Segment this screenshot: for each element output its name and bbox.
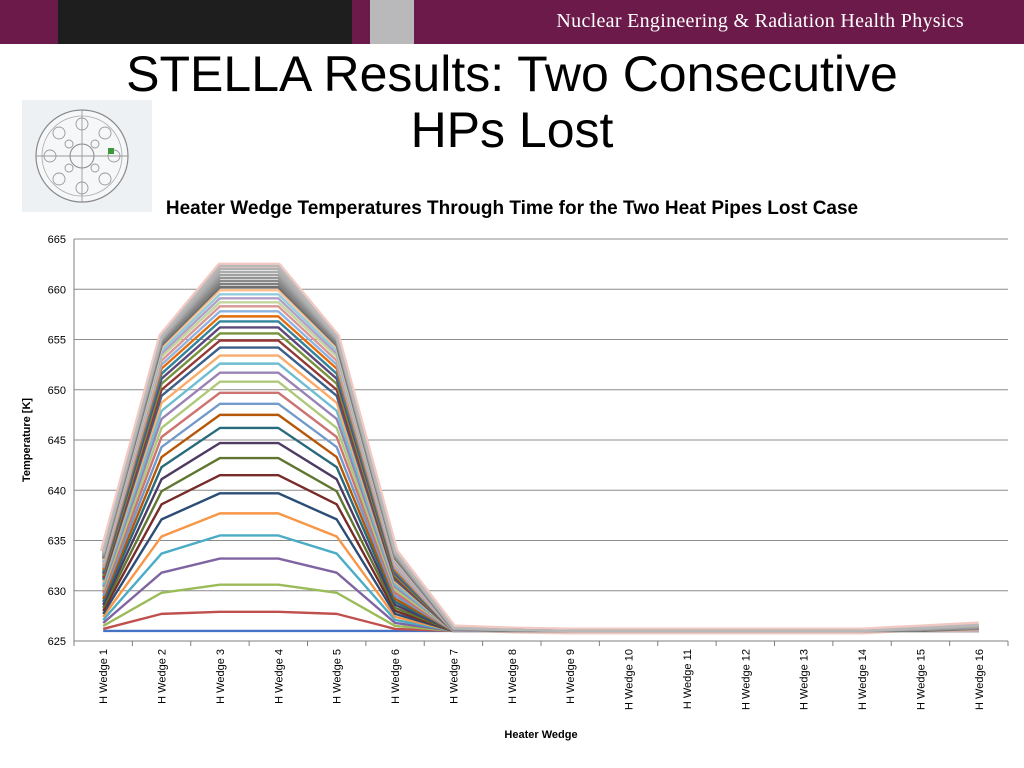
x-tick-label: H Wedge 15 [915, 649, 927, 710]
series-line-3 [102, 583, 979, 633]
y-tick-label: 660 [48, 284, 66, 296]
series-line-5 [102, 534, 979, 633]
header-gray-block [370, 0, 414, 44]
x-tick-label: H Wedge 11 [682, 649, 694, 709]
series-line-38 [102, 264, 979, 633]
x-tick-label: H Wedge 10 [624, 649, 636, 710]
x-tick-label: H Wedge 1 [98, 649, 110, 704]
series-line-8 [102, 473, 979, 633]
series-line-9 [102, 456, 979, 633]
x-tick-label: H Wedge 13 [799, 649, 811, 710]
slide-title-line2: HPs Lost [410, 102, 614, 158]
series-line-6 [102, 512, 979, 633]
series-line-12 [102, 413, 979, 633]
x-axis-label: Heater Wedge [504, 729, 577, 741]
series-line-10 [102, 441, 979, 633]
series-line-34 [102, 276, 979, 633]
slide-title-line1: STELLA Results: Two Consecutive [126, 46, 898, 102]
x-tick-label: H Wedge 14 [857, 649, 869, 710]
x-tick-label: H Wedge 4 [273, 649, 285, 704]
y-tick-label: 665 [48, 234, 66, 246]
y-tick-label: 635 [48, 536, 66, 548]
y-tick-label: 655 [48, 335, 66, 347]
x-tick-label: H Wedge 2 [157, 649, 169, 704]
x-tick-label: H Wedge 16 [974, 649, 986, 710]
series-line-13 [102, 402, 979, 633]
x-tick-label: H Wedge 3 [215, 649, 227, 704]
series-line-16 [102, 371, 979, 633]
y-tick-label: 645 [48, 435, 66, 447]
series-line-20 [102, 339, 979, 633]
series-line-4 [102, 557, 979, 633]
chart-title: Heater Wedge Temperatures Through Time f… [166, 198, 858, 219]
header-dark-block [58, 0, 352, 44]
header-bar: Nuclear Engineering & Radiation Health P… [0, 0, 1024, 44]
x-tick-label: H Wedge 7 [448, 649, 460, 704]
y-tick-label: 650 [48, 385, 66, 397]
series-line-25 [102, 310, 979, 633]
x-tick-label: H Wedge 5 [332, 649, 344, 704]
x-tick-label: H Wedge 6 [390, 649, 402, 704]
series-line-27 [102, 301, 979, 633]
y-tick-label: 625 [48, 636, 66, 648]
reactor-cross-section-diagram-icon [22, 100, 152, 212]
x-tick-label: H Wedge 8 [507, 649, 519, 704]
series-line-37 [102, 267, 979, 633]
x-tick-label: H Wedge 12 [740, 649, 752, 710]
y-axis-label: Temperature [K] [21, 398, 33, 482]
y-tick-label: 630 [48, 586, 66, 598]
series-line-36 [102, 270, 979, 633]
series-line-21 [102, 332, 979, 633]
y-tick-label: 640 [48, 485, 66, 497]
header-org-name: Nuclear Engineering & Radiation Health P… [556, 10, 964, 32]
temperature-chart: Heater Wedge Temperatures Through Time f… [21, 198, 1009, 741]
x-tick-label: H Wedge 9 [565, 649, 577, 704]
series-line-15 [102, 380, 979, 633]
slide-title: STELLA Results: Two Consecutive HPs Lost [0, 46, 1024, 158]
series-line-29 [102, 293, 979, 633]
